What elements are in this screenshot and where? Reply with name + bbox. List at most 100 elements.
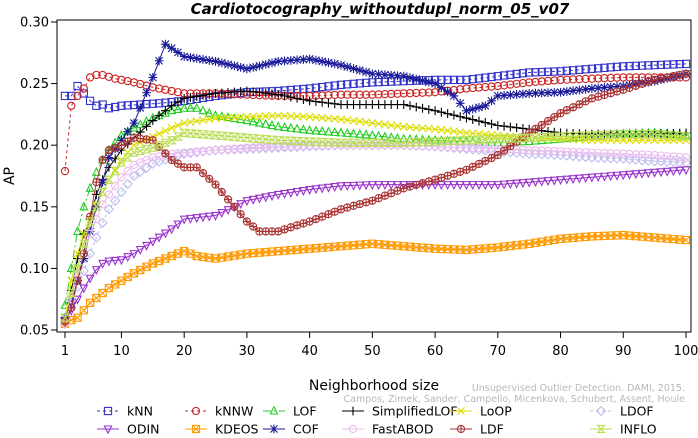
legend-item-kdeos: KDEOS xyxy=(185,422,259,437)
data-point-loop-33 xyxy=(261,112,270,121)
data-point-inflo-2 xyxy=(66,288,77,298)
data-point-odin-45 xyxy=(336,182,346,192)
data-point-ldf-26 xyxy=(217,187,226,197)
data-point-cof-5 xyxy=(85,227,95,236)
data-point-odin-80 xyxy=(556,176,566,186)
legend-item-loop: LoOP xyxy=(450,404,512,419)
data-point-fastabod-82 xyxy=(568,147,578,157)
data-point-knn-38 xyxy=(292,85,302,94)
data-point-fastabod-96 xyxy=(656,151,666,160)
data-point-inflo-26 xyxy=(216,131,227,140)
data-point-inflo-69 xyxy=(486,135,497,144)
data-point-odin-17 xyxy=(160,229,170,239)
data-point-knnw-69 xyxy=(487,82,496,91)
data-point-knnw-80 xyxy=(556,75,565,85)
legend-marker xyxy=(457,407,465,415)
data-point-odin-63 xyxy=(449,181,459,191)
data-point-inflo-81 xyxy=(561,132,572,141)
data-point-cof-85 xyxy=(587,84,597,93)
data-point-ldof-13 xyxy=(135,166,146,178)
data-point-loop-16 xyxy=(155,129,164,138)
data-point-fastabod-92 xyxy=(631,150,640,159)
data-point-cof-51 xyxy=(374,69,384,79)
data-point-simplifiedlof-74 xyxy=(518,124,528,133)
legend: kNN kNNW LOF SimplifiedLOF LoOP LDOF ODIN KDEOS… xyxy=(97,404,657,437)
legend-label: LDOF xyxy=(620,404,654,419)
data-point-ldf-70 xyxy=(493,150,502,160)
data-point-odin-34 xyxy=(267,192,277,202)
data-point-loop-65 xyxy=(462,128,471,137)
data-point-odin-6 xyxy=(91,266,101,276)
data-point-loop-37 xyxy=(286,112,295,121)
data-point-simplifiedlof-14 xyxy=(142,121,151,131)
data-point-inflo-9 xyxy=(110,166,121,176)
data-point-loop-44 xyxy=(330,114,339,123)
data-point-inflo-12 xyxy=(129,148,139,157)
data-point-knnw-79 xyxy=(550,76,559,85)
data-point-odin-98 xyxy=(668,167,678,177)
data-point-fastabod-94 xyxy=(644,150,653,159)
data-point-simplifiedlof-42 xyxy=(317,97,327,107)
data-point-cof-43 xyxy=(324,58,333,68)
legend-label: LDF xyxy=(480,422,504,435)
data-point-knn-41 xyxy=(311,83,321,92)
data-point-knnw-81 xyxy=(562,75,571,84)
data-point-knn-90 xyxy=(619,62,628,71)
data-point-knnw-68 xyxy=(481,82,490,92)
data-point-fastabod-98 xyxy=(669,152,678,161)
data-point-knn-9 xyxy=(111,102,120,112)
data-point-cof-67 xyxy=(474,103,484,112)
data-point-fastabod-36 xyxy=(280,142,289,151)
data-point-knn-93 xyxy=(637,61,647,70)
legend-item-cof: COF xyxy=(263,422,319,437)
data-point-cof-29 xyxy=(236,62,246,72)
data-point-lof-47 xyxy=(349,128,359,138)
data-point-odin-79 xyxy=(549,176,559,186)
data-point-cof-11 xyxy=(123,127,133,137)
data-point-knn-6 xyxy=(92,101,101,110)
series-odin xyxy=(60,166,691,327)
legend-marker xyxy=(595,405,607,417)
data-point-inflo-95 xyxy=(649,129,660,139)
data-point-simplifiedlof-37 xyxy=(286,92,296,102)
data-point-simplifiedlof-59 xyxy=(424,105,434,114)
data-point-inflo-5 xyxy=(85,217,96,226)
data-point-knnw-17 xyxy=(161,85,170,94)
data-point-inflo-97 xyxy=(662,130,673,140)
data-point-cof-65 xyxy=(462,106,471,116)
data-point-simplifiedlof-66 xyxy=(468,115,478,124)
data-point-cof-46 xyxy=(342,62,352,72)
data-point-odin-24 xyxy=(204,212,214,222)
data-point-knnw-88 xyxy=(606,73,615,83)
data-point-fastabod-84 xyxy=(581,148,590,157)
data-point-cof-69 xyxy=(487,96,496,106)
data-point-loop-3 xyxy=(73,249,82,258)
data-point-odin-20 xyxy=(179,215,189,225)
data-point-cof-53 xyxy=(386,70,396,80)
data-point-ldf-28 xyxy=(230,202,239,211)
data-point-cof-35 xyxy=(273,57,283,66)
data-point-inflo-41 xyxy=(310,137,321,146)
data-point-inflo-88 xyxy=(605,130,616,139)
data-point-knnw-19 xyxy=(173,88,183,97)
data-point-fastabod-15 xyxy=(148,153,157,162)
data-point-inflo-32 xyxy=(254,134,265,143)
data-point-inflo-67 xyxy=(474,135,484,144)
data-point-odin-86 xyxy=(593,173,603,183)
data-point-knn-5 xyxy=(85,96,95,105)
legend-marker xyxy=(269,424,279,434)
x-tick-label: 40 xyxy=(301,344,318,359)
data-point-knnw-89 xyxy=(612,73,622,82)
data-point-knn-10 xyxy=(117,101,126,110)
data-point-odin-26 xyxy=(217,208,227,218)
data-point-knnw-52 xyxy=(380,90,390,99)
data-point-cof-82 xyxy=(568,86,578,96)
data-point-inflo-68 xyxy=(480,135,491,144)
plot-frame xyxy=(56,19,692,333)
data-point-ldf-87 xyxy=(600,90,609,100)
data-point-fastabod-21 xyxy=(186,147,195,157)
data-point-loop-26 xyxy=(217,113,226,122)
data-point-fastabod-67 xyxy=(474,144,484,153)
data-point-simplifiedlof-35 xyxy=(273,90,283,100)
